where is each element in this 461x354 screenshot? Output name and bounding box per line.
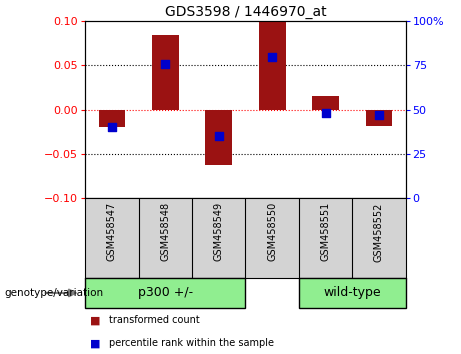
Text: GSM458547: GSM458547 (107, 202, 117, 262)
Bar (312, 97, 339, 110)
Text: ■: ■ (90, 338, 100, 348)
Text: GSM458551: GSM458551 (320, 202, 331, 262)
Point (215, 133, 223, 139)
Point (162, 61, 169, 67)
Bar (85, 278, 245, 308)
Bar (366, 110, 392, 126)
Text: wild-type: wild-type (324, 286, 381, 299)
Text: GSM458550: GSM458550 (267, 202, 277, 262)
Text: GSM458552: GSM458552 (374, 202, 384, 262)
Bar (152, 34, 179, 110)
Text: percentile rank within the sample: percentile rank within the sample (109, 338, 274, 348)
Bar (99, 110, 125, 127)
Point (108, 125, 116, 130)
Point (322, 110, 329, 116)
Title: GDS3598 / 1446970_at: GDS3598 / 1446970_at (165, 5, 326, 19)
Text: transformed count: transformed count (109, 315, 200, 325)
Bar (206, 110, 232, 166)
Bar (259, 21, 285, 110)
Text: p300 +/-: p300 +/- (138, 286, 193, 299)
Text: GSM458548: GSM458548 (160, 202, 171, 261)
Text: genotype/variation: genotype/variation (5, 288, 104, 298)
Text: ■: ■ (90, 315, 100, 325)
Bar (299, 278, 406, 308)
Point (268, 54, 276, 59)
Text: GSM458549: GSM458549 (214, 202, 224, 261)
Point (375, 112, 383, 118)
